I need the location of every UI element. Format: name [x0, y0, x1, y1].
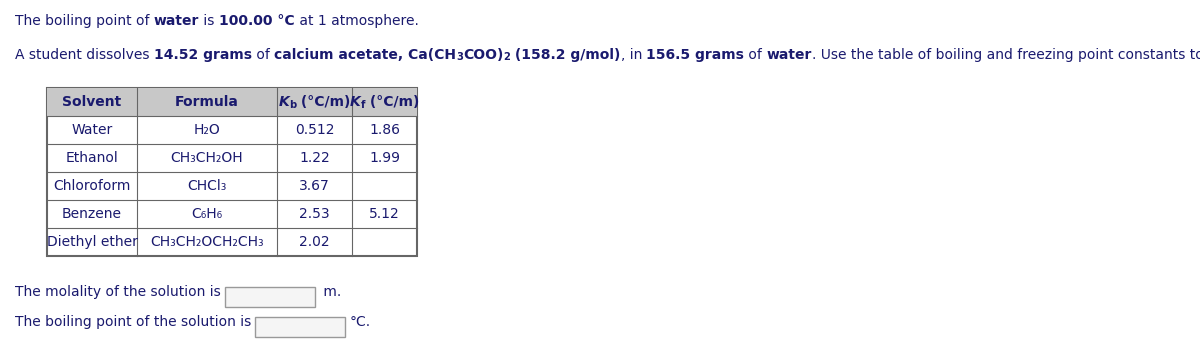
- Text: 1.22: 1.22: [299, 151, 330, 165]
- Text: (°C/m): (°C/m): [365, 95, 419, 109]
- Bar: [47, 88, 418, 116]
- Text: A student dissolves: A student dissolves: [14, 48, 154, 62]
- Text: 5.12: 5.12: [370, 207, 400, 221]
- Text: K: K: [349, 95, 360, 109]
- Bar: [224, 287, 314, 307]
- Text: . Use the table of boiling and freezing point constants to answer the questions : . Use the table of boiling and freezing …: [812, 48, 1200, 62]
- Text: Formula: Formula: [175, 95, 239, 109]
- Text: Solvent: Solvent: [62, 95, 121, 109]
- Text: The molality of the solution is: The molality of the solution is: [14, 285, 221, 299]
- Text: Water: Water: [71, 123, 113, 137]
- Text: 14.52 grams: 14.52 grams: [154, 48, 252, 62]
- Text: CH₃CH₂OCH₂CH₃: CH₃CH₂OCH₂CH₃: [150, 235, 264, 249]
- Text: 1.86: 1.86: [370, 123, 400, 137]
- Text: 1.99: 1.99: [370, 151, 400, 165]
- Text: C₆H₆: C₆H₆: [192, 207, 222, 221]
- Text: f: f: [360, 100, 365, 110]
- Bar: [47, 88, 418, 256]
- Text: 0.512: 0.512: [295, 123, 335, 137]
- Text: 3: 3: [456, 52, 463, 62]
- Text: Chloroform: Chloroform: [53, 179, 131, 193]
- Text: of: of: [744, 48, 767, 62]
- Text: CHCl₃: CHCl₃: [187, 179, 227, 193]
- Text: 156.5 grams: 156.5 grams: [647, 48, 744, 62]
- Text: at 1 atmosphere.: at 1 atmosphere.: [295, 14, 419, 28]
- Text: is: is: [199, 14, 220, 28]
- Text: (158.2 g/mol): (158.2 g/mol): [510, 48, 620, 62]
- Text: 100.00 °C: 100.00 °C: [220, 14, 295, 28]
- Text: 2.02: 2.02: [299, 235, 330, 249]
- Text: °C.: °C.: [349, 315, 371, 329]
- Text: of: of: [252, 48, 274, 62]
- Text: The boiling point of the solution is: The boiling point of the solution is: [14, 315, 251, 329]
- Text: m.: m.: [319, 285, 341, 299]
- Text: b: b: [289, 100, 296, 110]
- Text: 2: 2: [503, 52, 510, 62]
- Text: H₂O: H₂O: [193, 123, 221, 137]
- Text: (°C/m): (°C/m): [296, 95, 350, 109]
- Text: , in: , in: [620, 48, 647, 62]
- Text: water: water: [154, 14, 199, 28]
- Text: COO): COO): [463, 48, 503, 62]
- Text: 2.53: 2.53: [299, 207, 330, 221]
- Text: 3.67: 3.67: [299, 179, 330, 193]
- Text: The boiling point of: The boiling point of: [14, 14, 154, 28]
- Text: water: water: [767, 48, 812, 62]
- Text: Ethanol: Ethanol: [66, 151, 119, 165]
- Text: CH₃CH₂OH: CH₃CH₂OH: [170, 151, 244, 165]
- Text: Diethyl ether: Diethyl ether: [47, 235, 138, 249]
- Text: calcium acetate, Ca(CH: calcium acetate, Ca(CH: [274, 48, 456, 62]
- Bar: [256, 317, 346, 337]
- Text: K: K: [278, 95, 289, 109]
- Text: Benzene: Benzene: [62, 207, 122, 221]
